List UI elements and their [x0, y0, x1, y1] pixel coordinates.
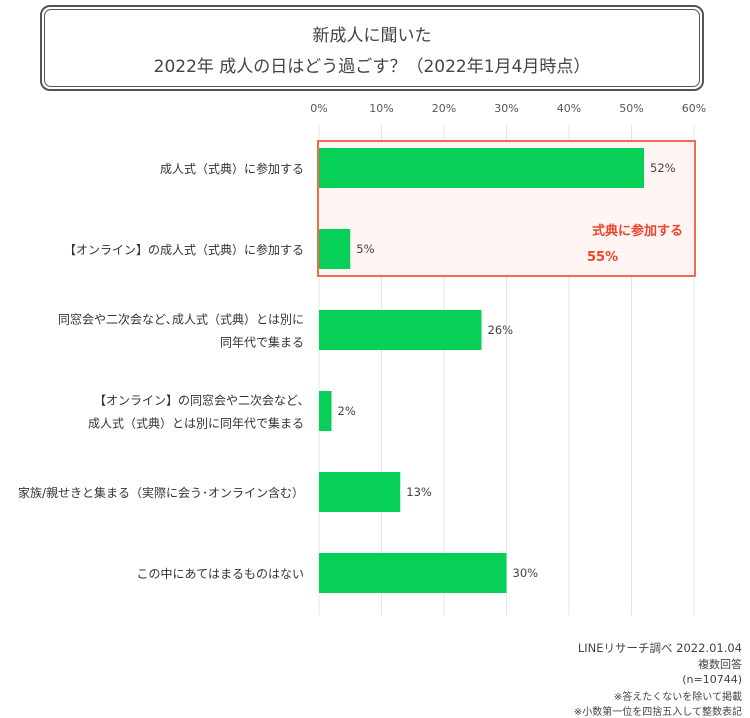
multiple-answer-note: 複数回答	[698, 658, 742, 671]
rounding-note: ※小数第一位を四捨五入して整数表記	[573, 707, 742, 718]
x-tick-label: 60%	[682, 102, 706, 115]
bar-value-label: 52%	[650, 161, 676, 175]
x-tick-label: 0%	[310, 102, 327, 115]
category-label: この中にあてはまるものはない	[136, 566, 304, 581]
bar	[319, 391, 332, 431]
x-tick-label: 50%	[619, 102, 643, 115]
category-label: 【オンライン】の成人式（式典）に参加する	[64, 242, 304, 257]
category-label: 成人式（式典）に参加する	[160, 161, 304, 176]
exclusion-note: ※答えたくないを除いて掲載	[613, 692, 742, 703]
title-box-inner-border	[44, 9, 700, 87]
bar	[319, 148, 644, 188]
bar-value-label: 5%	[356, 242, 374, 256]
category-label: 家族/親せきと集まる（実際に会う･オンライン含む）	[18, 485, 304, 500]
sample-size-note: (n=10744)	[682, 673, 742, 686]
bar-value-label: 2%	[338, 404, 356, 418]
bar	[319, 553, 507, 593]
bar	[319, 472, 401, 512]
bar-value-label: 26%	[488, 323, 514, 337]
category-label: 同窓会や二次会など､成人式（式典）とは別に	[58, 312, 304, 327]
category-label: 【オンライン】の同窓会や二次会など､	[94, 393, 304, 408]
bar	[319, 229, 351, 269]
x-tick-label: 20%	[432, 102, 456, 115]
x-tick-label: 40%	[557, 102, 581, 115]
category-label: 同年代で集まる	[220, 335, 304, 350]
bar-chart: 0% 10% 20% 30% 40% 50% 60% 52% 成人式（式典）に参加する 5% 【オン…	[18, 102, 706, 615]
chart-title-line-1: 新成人に聞いた	[312, 26, 432, 46]
annotation-value: 55%	[587, 250, 618, 265]
bar	[319, 310, 482, 350]
bar-value-label: 13%	[406, 485, 432, 499]
category-label: 成人式（式典）とは別に同年代で集まる	[88, 416, 304, 431]
x-tick-label: 30%	[494, 102, 518, 115]
chart-title-line-2: 2022年 成人の日はどう過ごす？（2022年1月4月時点）	[153, 57, 591, 77]
source-note: LINEリサーチ調べ 2022.01.04	[577, 641, 742, 655]
x-tick-label: 10%	[369, 102, 393, 115]
bar-value-label: 30%	[513, 566, 539, 580]
annotation-label: 式典に参加する	[592, 223, 683, 239]
title-box	[40, 5, 704, 91]
